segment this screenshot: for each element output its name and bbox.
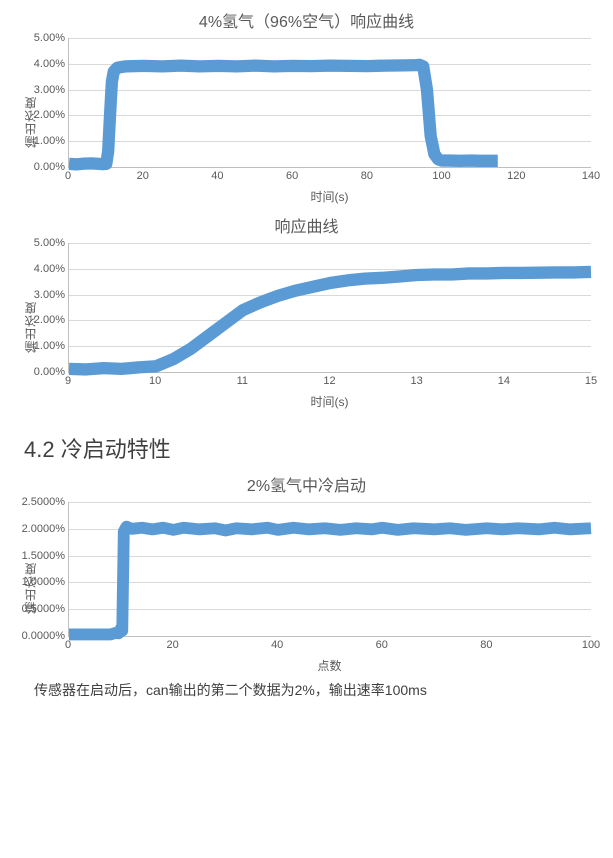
chart-3-xtick-label: 60 <box>376 639 388 651</box>
chart-2-series-line <box>69 272 591 370</box>
chart-2: 响应曲线 输出浓度 0.00%1.00%2.00%3.00%4.00%5.00%… <box>10 213 603 410</box>
chart-3-series-line <box>69 527 591 635</box>
chart-1-xtick-label: 40 <box>211 170 223 182</box>
chart-3-svg <box>69 502 591 636</box>
chart-1-wrap: 输出浓度 0.00%1.00%2.00%3.00%4.00%5.00% 0204… <box>68 38 591 205</box>
chart-1-title: 4%氢气（96%空气）响应曲线 <box>10 8 603 32</box>
chart-3-ytick-label: 2.5000% <box>22 496 65 508</box>
chart-1-xticks: 020406080100120140 <box>68 170 591 186</box>
chart-1-xtick-label: 60 <box>286 170 298 182</box>
chart-3-title: 2%氢气中冷启动 <box>10 472 603 496</box>
body-text: 传感器在启动后，can输出的第二个数据为2%，输出速率100ms <box>34 680 603 700</box>
chart-3-xtick-label: 40 <box>271 639 283 651</box>
chart-2-xtick-label: 15 <box>585 375 597 387</box>
chart-2-xticks: 9101112131415 <box>68 375 591 391</box>
chart-3-xtick-label: 0 <box>65 639 71 651</box>
chart-2-ytick-label: 3.00% <box>34 289 65 301</box>
chart-2-xtick-label: 13 <box>411 375 423 387</box>
chart-2-xtick-label: 9 <box>65 375 71 387</box>
chart-1-ytick-label: 3.00% <box>34 84 65 96</box>
chart-2-ytick-label: 0.00% <box>34 366 65 378</box>
chart-1-xtick-label: 0 <box>65 170 71 182</box>
page: 4%氢气（96%空气）响应曲线 输出浓度 0.00%1.00%2.00%3.00… <box>0 8 613 710</box>
chart-1-ytick-label: 4.00% <box>34 58 65 70</box>
chart-3-ytick-label: 2.0000% <box>22 523 65 535</box>
chart-2-xlabel: 时间(s) <box>68 393 591 410</box>
chart-3-xtick-label: 100 <box>582 639 600 651</box>
chart-1-xtick-label: 20 <box>137 170 149 182</box>
chart-2-xtick-label: 14 <box>498 375 510 387</box>
chart-1-xtick-label: 100 <box>432 170 450 182</box>
chart-3: 2%氢气中冷启动 输出浓度 0.0000%0.5000%1.0000%1.500… <box>10 472 603 674</box>
chart-3-xtick-label: 20 <box>166 639 178 651</box>
section-heading-4-2: 4.2 冷启动特性 <box>24 432 603 464</box>
chart-1: 4%氢气（96%空气）响应曲线 输出浓度 0.00%1.00%2.00%3.00… <box>10 8 603 205</box>
chart-2-ytick-label: 4.00% <box>34 263 65 275</box>
chart-2-ytick-label: 2.00% <box>34 314 65 326</box>
chart-1-plot: 0.00%1.00%2.00%3.00%4.00%5.00% <box>68 38 591 168</box>
chart-1-xtick-label: 120 <box>507 170 525 182</box>
chart-2-wrap: 输出浓度 0.00%1.00%2.00%3.00%4.00%5.00% 9101… <box>68 243 591 410</box>
chart-2-xtick-label: 12 <box>323 375 335 387</box>
chart-2-svg <box>69 243 591 372</box>
chart-3-wrap: 输出浓度 0.0000%0.5000%1.0000%1.5000%2.0000%… <box>68 502 591 674</box>
chart-3-ytick-label: 1.5000% <box>22 550 65 562</box>
chart-1-xtick-label: 140 <box>582 170 600 182</box>
chart-3-ytick-label: 1.0000% <box>22 576 65 588</box>
chart-1-xtick-label: 80 <box>361 170 373 182</box>
chart-3-xticks: 020406080100 <box>68 639 591 655</box>
chart-2-ytick-label: 5.00% <box>34 237 65 249</box>
chart-3-ytick-label: 0.0000% <box>22 630 65 642</box>
chart-2-plot: 0.00%1.00%2.00%3.00%4.00%5.00% <box>68 243 591 373</box>
chart-3-xtick-label: 80 <box>480 639 492 651</box>
chart-1-ytick-label: 1.00% <box>34 135 65 147</box>
chart-3-ytick-label: 0.5000% <box>22 603 65 615</box>
chart-1-ytick-label: 5.00% <box>34 32 65 44</box>
chart-2-title: 响应曲线 <box>10 213 603 237</box>
chart-1-ytick-label: 2.00% <box>34 109 65 121</box>
chart-1-xlabel: 时间(s) <box>68 188 591 205</box>
chart-3-xlabel: 点数 <box>68 657 591 674</box>
chart-1-svg <box>69 38 591 167</box>
chart-2-ytick-label: 1.00% <box>34 340 65 352</box>
chart-1-ytick-label: 0.00% <box>34 161 65 173</box>
chart-3-plot: 0.0000%0.5000%1.0000%1.5000%2.0000%2.500… <box>68 502 591 637</box>
chart-2-xtick-label: 10 <box>149 375 161 387</box>
chart-1-series-line <box>69 65 498 165</box>
chart-2-xtick-label: 11 <box>237 375 248 387</box>
